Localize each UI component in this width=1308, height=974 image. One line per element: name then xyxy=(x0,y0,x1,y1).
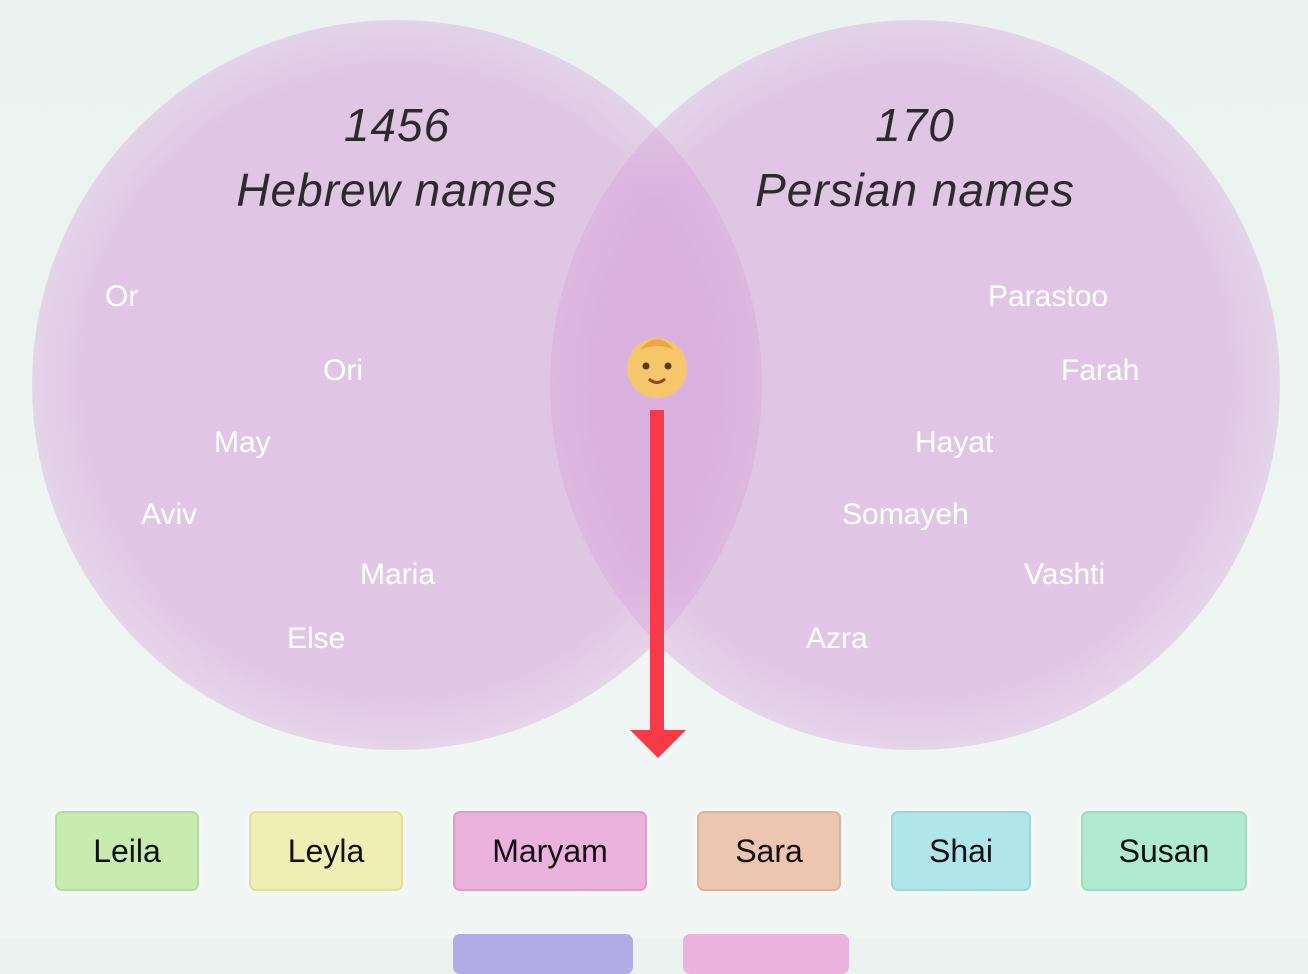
shared-name-button[interactable]: Maryam xyxy=(453,811,647,891)
left-count: 1456 xyxy=(343,99,451,151)
shared-name-button[interactable]: Shai xyxy=(891,811,1031,891)
right-circle xyxy=(550,20,1280,750)
right-count: 170 xyxy=(875,99,955,151)
venn-diagram xyxy=(32,20,1280,758)
right-name: Somayeh xyxy=(842,498,969,531)
left-name: Ori xyxy=(323,354,363,387)
right-name: Hayat xyxy=(915,426,994,459)
arrow xyxy=(630,410,686,758)
left-name: Maria xyxy=(360,558,436,591)
left-name: Or xyxy=(105,280,139,313)
left-label: Hebrew names xyxy=(236,164,558,216)
shared-name-button[interactable]: Sara xyxy=(697,811,841,891)
shared-name-button[interactable] xyxy=(453,934,633,974)
shared-name-button[interactable]: Leila xyxy=(55,811,199,891)
left-name: Else xyxy=(287,622,346,655)
shared-name-button[interactable]: Susan xyxy=(1081,811,1247,891)
shared-name-button[interactable] xyxy=(683,934,849,974)
shared-name-button[interactable]: Leyla xyxy=(249,811,403,891)
left-name: Aviv xyxy=(141,498,198,531)
left-name: May xyxy=(214,426,271,459)
left-circle xyxy=(32,20,762,750)
baby-icon xyxy=(627,338,687,398)
right-name: Parastoo xyxy=(988,280,1109,313)
right-name: Azra xyxy=(806,622,868,655)
right-name: Farah xyxy=(1061,354,1140,387)
right-name: Vashti xyxy=(1024,558,1106,591)
venn-view: 1456 Hebrew names 170 Persian names Or Or… xyxy=(32,20,1280,974)
right-label: Persian names xyxy=(755,164,1075,216)
